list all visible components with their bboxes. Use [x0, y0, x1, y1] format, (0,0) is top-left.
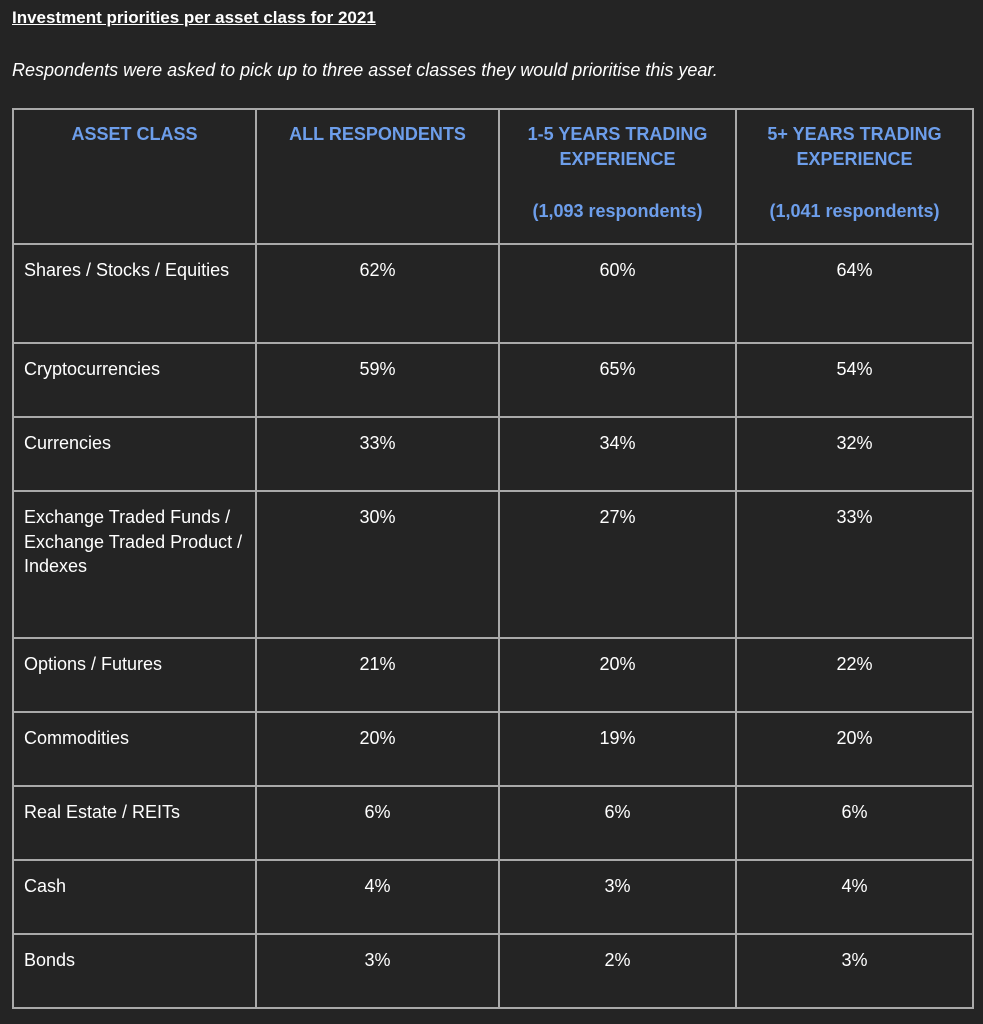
table-row: Cryptocurrencies 59% 65% 54% — [12, 342, 974, 418]
page-title: Investment priorities per asset class fo… — [12, 8, 376, 27]
table-row: Currencies 33% 34% 32% — [12, 416, 974, 492]
asset-class-table: ASSET CLASS ALL RESPONDENTS 1-5 YEARS TR… — [12, 108, 974, 1009]
all-respondents-cell: 4% — [255, 859, 500, 935]
asset-class-cell: Options / Futures — [12, 637, 257, 713]
5-plus-years-cell: 33% — [735, 490, 974, 639]
all-respondents-cell: 3% — [255, 933, 500, 1009]
header-all-respondents: ALL RESPONDENTS — [255, 108, 500, 245]
1-5-years-cell: 20% — [498, 637, 737, 713]
all-respondents-cell: 6% — [255, 785, 500, 861]
all-respondents-cell: 62% — [255, 243, 500, 344]
table-row: Commodities 20% 19% 20% — [12, 711, 974, 787]
asset-class-cell: Cash — [12, 859, 257, 935]
5-plus-years-cell: 20% — [735, 711, 974, 787]
5-plus-years-cell: 4% — [735, 859, 974, 935]
header-1-5-years: 1-5 YEARS TRADING EXPERIENCE (1,093 respo… — [498, 108, 737, 245]
table-row: Bonds 3% 2% 3% — [12, 933, 974, 1009]
1-5-years-cell: 27% — [498, 490, 737, 639]
table-row: Shares / Stocks / Equities 62% 60% 64% — [12, 243, 974, 344]
header-label: 1-5 YEARS TRADING EXPERIENCE — [527, 124, 708, 169]
header-5-plus-years: 5+ YEARS TRADING EXPERIENCE (1,041 respon… — [735, 108, 974, 245]
header-label: ASSET CLASS — [71, 124, 198, 144]
all-respondents-cell: 21% — [255, 637, 500, 713]
1-5-years-cell: 3% — [498, 859, 737, 935]
asset-class-cell: Bonds — [12, 933, 257, 1009]
asset-class-cell: Commodities — [12, 711, 257, 787]
1-5-years-cell: 34% — [498, 416, 737, 492]
1-5-years-cell: 65% — [498, 342, 737, 418]
header-respondent-count: (1,041 respondents) — [769, 201, 940, 221]
1-5-years-cell: 6% — [498, 785, 737, 861]
5-plus-years-cell: 64% — [735, 243, 974, 344]
asset-class-cell: Shares / Stocks / Equities — [12, 243, 257, 344]
all-respondents-cell: 20% — [255, 711, 500, 787]
header-asset-class: ASSET CLASS — [12, 108, 257, 245]
page-subtitle: Respondents were asked to pick up to thr… — [12, 60, 718, 80]
header-label: 5+ YEARS TRADING EXPERIENCE — [767, 124, 942, 169]
header-respondent-count: (1,093 respondents) — [532, 201, 703, 221]
header-label: ALL RESPONDENTS — [289, 124, 466, 144]
asset-class-cell: Cryptocurrencies — [12, 342, 257, 418]
header-row: ASSET CLASS ALL RESPONDENTS 1-5 YEARS TR… — [12, 108, 974, 245]
5-plus-years-cell: 3% — [735, 933, 974, 1009]
table-row: Cash 4% 3% 4% — [12, 859, 974, 935]
table-row: Real Estate / REITs 6% 6% 6% — [12, 785, 974, 861]
5-plus-years-cell: 32% — [735, 416, 974, 492]
1-5-years-cell: 60% — [498, 243, 737, 344]
all-respondents-cell: 30% — [255, 490, 500, 639]
table-row: Options / Futures 21% 20% 22% — [12, 637, 974, 713]
table-row: Exchange Traded Funds / Exchange Traded … — [12, 490, 974, 639]
5-plus-years-cell: 6% — [735, 785, 974, 861]
all-respondents-cell: 33% — [255, 416, 500, 492]
1-5-years-cell: 2% — [498, 933, 737, 1009]
5-plus-years-cell: 54% — [735, 342, 974, 418]
5-plus-years-cell: 22% — [735, 637, 974, 713]
1-5-years-cell: 19% — [498, 711, 737, 787]
asset-class-cell: Currencies — [12, 416, 257, 492]
asset-class-cell: Exchange Traded Funds / Exchange Traded … — [12, 490, 257, 639]
all-respondents-cell: 59% — [255, 342, 500, 418]
asset-class-cell: Real Estate / REITs — [12, 785, 257, 861]
